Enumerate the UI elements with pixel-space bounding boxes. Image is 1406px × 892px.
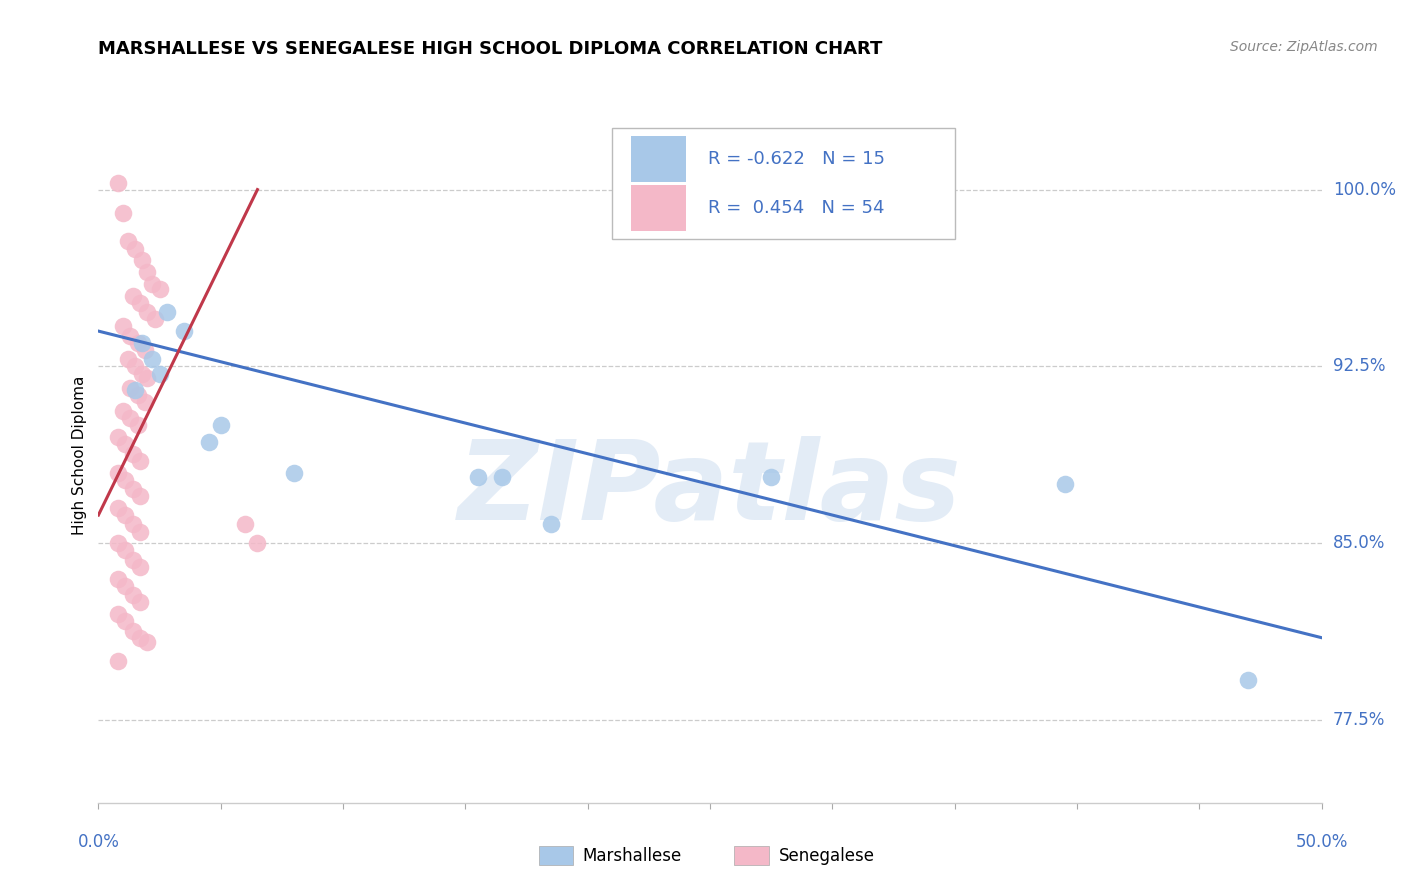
Point	[107, 466, 129, 480]
Point	[129, 524, 152, 539]
FancyBboxPatch shape	[630, 186, 686, 231]
Text: MARSHALLESE VS SENEGALESE HIGH SCHOOL DIPLOMA CORRELATION CHART: MARSHALLESE VS SENEGALESE HIGH SCHOOL DI…	[98, 40, 883, 58]
Point	[197, 434, 219, 449]
Point	[129, 560, 152, 574]
Point	[121, 624, 143, 638]
Point	[114, 614, 136, 628]
Point	[114, 437, 136, 451]
Point	[124, 242, 146, 256]
Point	[129, 454, 152, 468]
Point	[131, 335, 153, 350]
Point	[131, 367, 153, 381]
Text: Senegalese: Senegalese	[779, 847, 875, 864]
Point	[107, 572, 129, 586]
Text: Marshallese: Marshallese	[583, 847, 682, 864]
Text: 77.5%: 77.5%	[1333, 711, 1385, 730]
Text: 85.0%: 85.0%	[1333, 534, 1385, 552]
Point	[111, 319, 134, 334]
Point	[467, 470, 489, 484]
Point	[107, 430, 129, 444]
Point	[283, 466, 305, 480]
Text: Source: ZipAtlas.com: Source: ZipAtlas.com	[1230, 40, 1378, 54]
Point	[121, 553, 143, 567]
Point	[1237, 673, 1260, 688]
FancyBboxPatch shape	[630, 136, 686, 182]
Point	[209, 418, 232, 433]
FancyBboxPatch shape	[612, 128, 955, 239]
Point	[114, 579, 136, 593]
Point	[491, 470, 513, 484]
Point	[107, 536, 129, 550]
Point	[233, 517, 256, 532]
Point	[107, 176, 129, 190]
Point	[120, 411, 142, 425]
FancyBboxPatch shape	[538, 846, 574, 865]
Point	[540, 517, 562, 532]
Point	[121, 447, 143, 461]
Text: 0.0%: 0.0%	[77, 833, 120, 851]
Point	[134, 343, 156, 357]
Point	[121, 517, 143, 532]
Point	[114, 543, 136, 558]
Point	[117, 235, 139, 249]
Point	[246, 536, 269, 550]
Point	[107, 500, 129, 515]
Point	[136, 305, 159, 319]
FancyBboxPatch shape	[734, 846, 769, 865]
Y-axis label: High School Diploma: High School Diploma	[72, 376, 87, 534]
Point	[111, 206, 134, 220]
Point	[111, 404, 134, 418]
Point	[149, 282, 172, 296]
Text: 92.5%: 92.5%	[1333, 358, 1385, 376]
Point	[136, 371, 159, 385]
Point	[114, 508, 136, 522]
Point	[127, 335, 149, 350]
Point	[121, 482, 143, 496]
Point	[120, 328, 142, 343]
Point	[156, 305, 179, 319]
Point	[117, 352, 139, 367]
Point	[124, 359, 146, 374]
Point	[107, 654, 129, 668]
Point	[141, 352, 163, 367]
Point	[136, 635, 159, 649]
Point	[129, 595, 152, 609]
Point	[141, 277, 163, 291]
Text: 50.0%: 50.0%	[1295, 833, 1348, 851]
Point	[129, 489, 152, 503]
Point	[121, 588, 143, 602]
Point	[136, 265, 159, 279]
Point	[114, 473, 136, 487]
Point	[129, 295, 152, 310]
Point	[124, 383, 146, 397]
Text: ZIPatlas: ZIPatlas	[458, 436, 962, 543]
Point	[127, 388, 149, 402]
Point	[127, 418, 149, 433]
Point	[149, 367, 172, 381]
Point	[107, 607, 129, 621]
Point	[131, 253, 153, 268]
Text: 100.0%: 100.0%	[1333, 180, 1396, 199]
Text: R = -0.622   N = 15: R = -0.622 N = 15	[707, 150, 884, 168]
Point	[143, 312, 166, 326]
Point	[173, 324, 195, 338]
Point	[129, 631, 152, 645]
Point	[134, 395, 156, 409]
Point	[761, 470, 783, 484]
Text: R =  0.454   N = 54: R = 0.454 N = 54	[707, 199, 884, 217]
Point	[121, 289, 143, 303]
Point	[1053, 477, 1076, 491]
Point	[120, 381, 142, 395]
